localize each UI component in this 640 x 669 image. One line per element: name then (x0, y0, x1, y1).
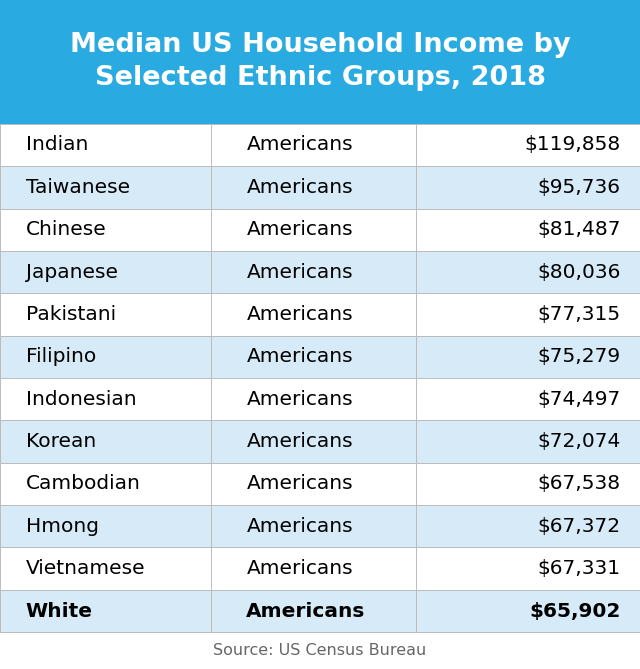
Bar (0, 547, 640, 590)
Text: Americans: Americans (246, 559, 353, 578)
Text: Japanese: Japanese (26, 262, 118, 282)
Text: $77,315: $77,315 (538, 305, 621, 324)
Text: Source: US Census Bureau: Source: US Census Bureau (213, 643, 427, 658)
Text: $75,279: $75,279 (538, 347, 621, 367)
Text: Taiwanese: Taiwanese (26, 178, 130, 197)
Bar (0, 251, 640, 293)
Text: Filipino: Filipino (26, 347, 96, 367)
Text: Americans: Americans (246, 432, 353, 451)
Bar (0, 209, 640, 251)
Text: $74,497: $74,497 (538, 389, 621, 409)
Text: Chinese: Chinese (26, 220, 106, 240)
Text: Pakistani: Pakistani (26, 305, 116, 324)
Text: Americans: Americans (246, 262, 353, 282)
Text: Americans: Americans (246, 178, 353, 197)
Text: $65,902: $65,902 (529, 601, 621, 621)
Text: Americans: Americans (246, 389, 353, 409)
Text: $67,538: $67,538 (538, 474, 621, 494)
Bar (0, 166, 640, 209)
Bar (0, 463, 640, 505)
Bar (0, 505, 640, 547)
Text: $67,372: $67,372 (538, 516, 621, 536)
Bar (0, 124, 640, 166)
Text: Americans: Americans (246, 474, 353, 494)
Text: $72,074: $72,074 (538, 432, 621, 451)
Bar (0, 590, 640, 632)
Bar (0, 420, 640, 463)
Text: Hmong: Hmong (26, 516, 99, 536)
Text: $119,858: $119,858 (525, 135, 621, 155)
Text: $80,036: $80,036 (538, 262, 621, 282)
Text: Indonesian: Indonesian (26, 389, 136, 409)
Text: Vietnamese: Vietnamese (26, 559, 145, 578)
Bar (0, 293, 640, 336)
Text: Americans: Americans (246, 516, 353, 536)
Text: Americans: Americans (246, 347, 353, 367)
Bar (0, 336, 640, 378)
Bar (0, 378, 640, 420)
Text: Americans: Americans (246, 601, 366, 621)
Text: $67,331: $67,331 (538, 559, 621, 578)
Text: Cambodian: Cambodian (26, 474, 140, 494)
Text: $95,736: $95,736 (538, 178, 621, 197)
Text: Median US Household Income by
Selected Ethnic Groups, 2018: Median US Household Income by Selected E… (70, 32, 570, 92)
Text: Americans: Americans (246, 305, 353, 324)
Text: White: White (26, 601, 93, 621)
Bar (0, 0, 640, 124)
Text: Indian: Indian (26, 135, 88, 155)
Text: $81,487: $81,487 (538, 220, 621, 240)
Text: Korean: Korean (26, 432, 96, 451)
Text: Americans: Americans (246, 135, 353, 155)
Text: Americans: Americans (246, 220, 353, 240)
